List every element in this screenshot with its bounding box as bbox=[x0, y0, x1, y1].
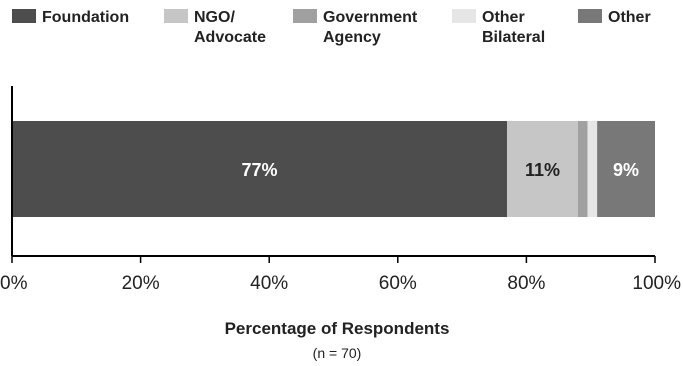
legend-swatch bbox=[578, 9, 602, 23]
data-label: 77% bbox=[242, 160, 278, 180]
legend-item: Other Bilateral bbox=[452, 9, 545, 46]
legend-swatch bbox=[293, 9, 317, 23]
legend-label: Agency bbox=[323, 29, 381, 46]
x-tick-label: 20% bbox=[122, 273, 160, 294]
x-tick-label: 80% bbox=[507, 273, 545, 294]
bar-segment bbox=[12, 121, 508, 217]
legend-swatch bbox=[164, 9, 188, 23]
x-tick-label: 0% bbox=[0, 273, 28, 294]
data-labels: 77% 11% 9% bbox=[242, 160, 640, 180]
legend-label: NGO/ bbox=[194, 9, 235, 26]
sample-size-note: (n = 70) bbox=[313, 345, 362, 361]
legend-item: Foundation bbox=[12, 9, 129, 26]
x-tick-label: 40% bbox=[250, 273, 288, 294]
legend-item: NGO/Advocate bbox=[164, 9, 266, 46]
x-ticks: 0% 20% 40% 60% 80% 100% bbox=[0, 256, 681, 294]
bar-segment bbox=[587, 121, 598, 217]
legend-label: Other bbox=[608, 9, 651, 26]
legend-label: Other bbox=[482, 9, 525, 26]
x-axis-label: Percentage of Respondents bbox=[225, 319, 450, 338]
legend-label: Foundation bbox=[42, 9, 129, 26]
legend-item: Government Agency bbox=[293, 9, 418, 46]
x-tick-label: 60% bbox=[379, 273, 417, 294]
legend-swatch bbox=[12, 9, 36, 23]
axes bbox=[11, 86, 655, 257]
legend-label: Bilateral bbox=[482, 29, 545, 46]
legend: Foundation NGO/Advocate Government Agency Ot… bbox=[12, 9, 651, 46]
bar-segment bbox=[597, 121, 655, 217]
legend-item: Other bbox=[578, 9, 651, 26]
legend-label: Government bbox=[323, 9, 418, 26]
bar-segment bbox=[577, 121, 588, 217]
legend-swatch bbox=[452, 9, 476, 23]
x-tick-label: 100% bbox=[632, 273, 681, 294]
data-label: 9% bbox=[613, 160, 639, 180]
data-label: 11% bbox=[525, 160, 560, 180]
bar-segment bbox=[507, 121, 578, 217]
legend-label: Advocate bbox=[194, 29, 266, 46]
bar-segments bbox=[12, 121, 655, 217]
